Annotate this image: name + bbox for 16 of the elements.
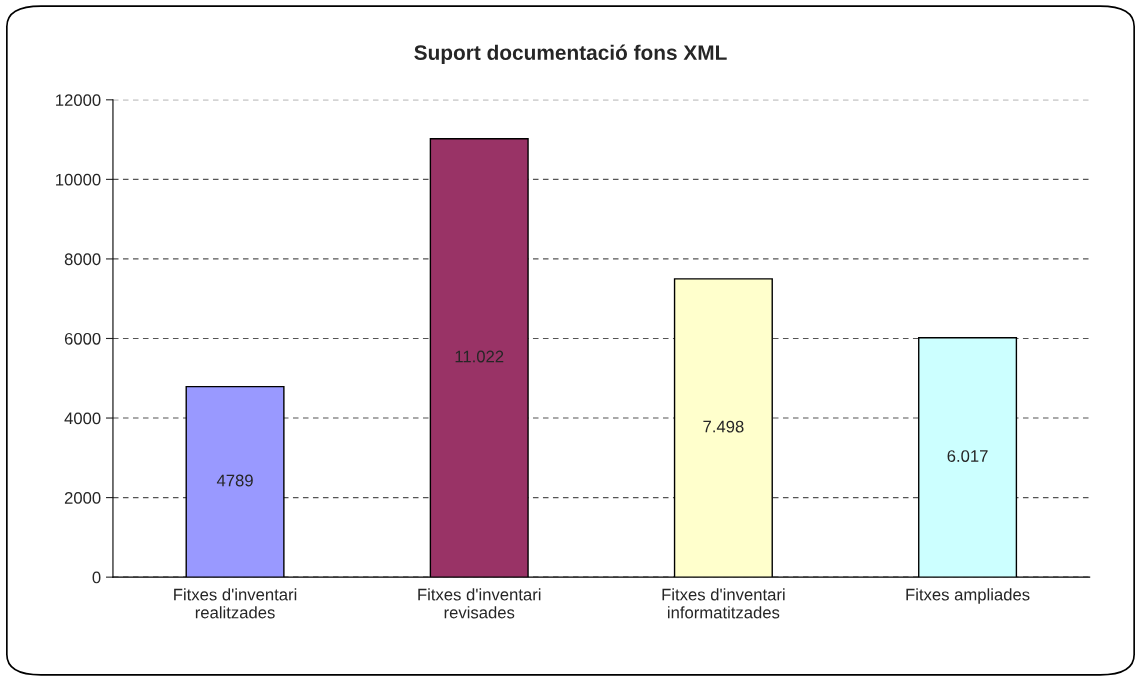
x-tick-label: Fitxes d'inventari realitzades [174, 588, 297, 619]
y-tick-label: 2000 [64, 491, 101, 504]
y-tick-label: 12000 [56, 94, 101, 107]
y-tick-label: 8000 [64, 253, 101, 266]
data-label: 4789 [216, 474, 253, 487]
y-tick-label: 6000 [64, 332, 101, 345]
chart-title: Suport documentació fons XML [414, 44, 727, 65]
x-tick-label: Fitxes d'inventari informatitzades [662, 588, 785, 619]
data-label: 6.017 [947, 450, 988, 462]
data-label: 7.498 [703, 420, 744, 433]
data-label: 11.022 [455, 350, 504, 363]
y-tick-label: 10000 [56, 173, 101, 186]
x-tick-label: Fitxes ampliades [906, 588, 1030, 604]
x-tick-label: Fitxes d'inventari revisades [418, 588, 541, 619]
y-tick-label: 0 [92, 571, 101, 584]
y-tick-label: 4000 [64, 412, 101, 425]
